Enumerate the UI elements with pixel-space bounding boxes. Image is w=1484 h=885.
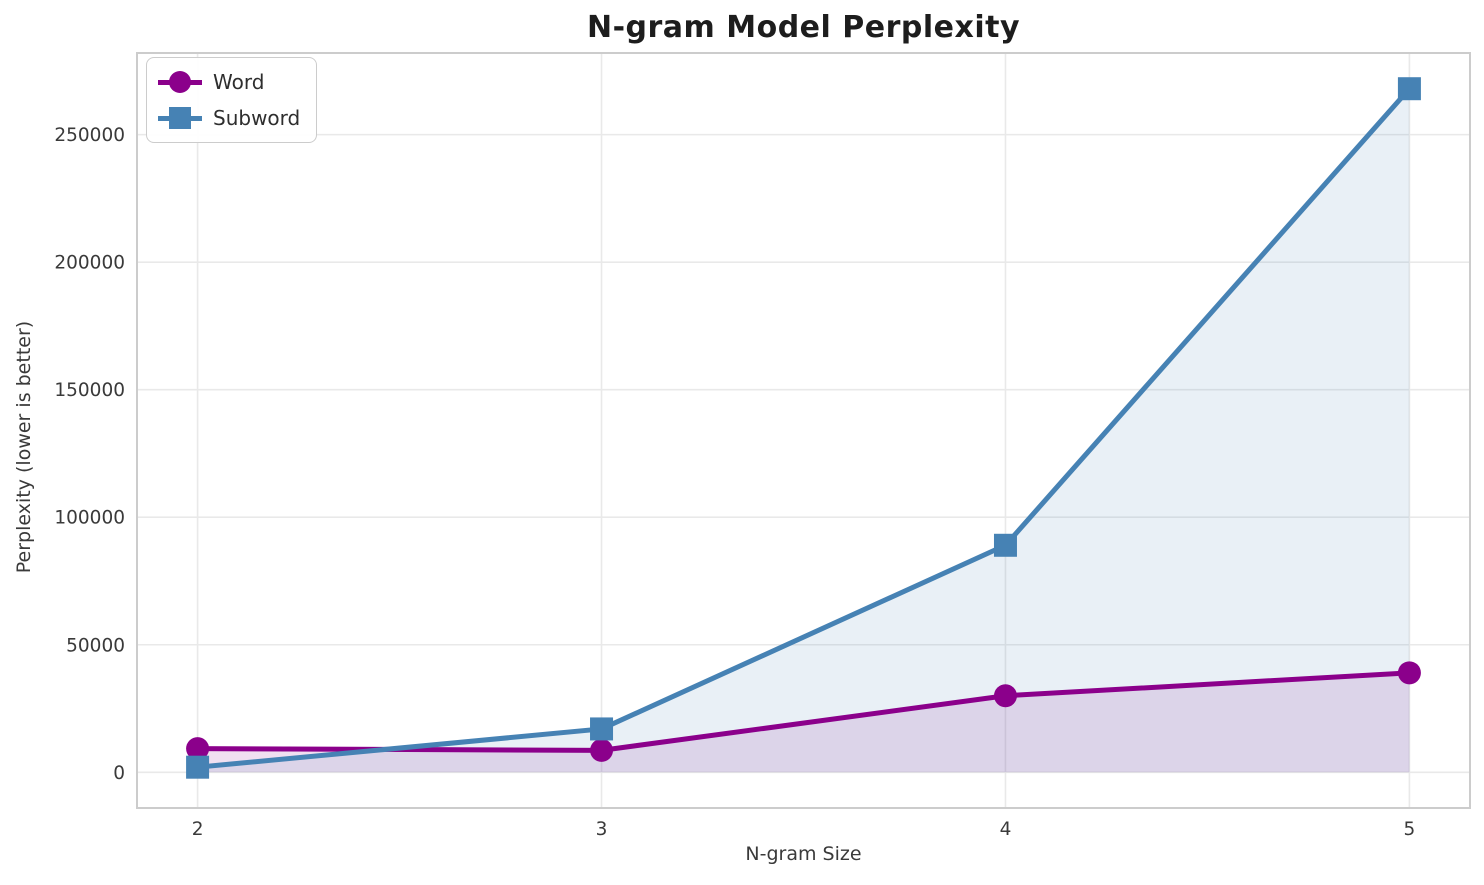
x-tick-label: 2 xyxy=(192,819,204,840)
y-tick-label: 250000 xyxy=(54,125,125,146)
x-tick-label: 5 xyxy=(1404,819,1416,840)
word-data-point-marker xyxy=(993,684,1017,708)
word-data-point-marker xyxy=(590,738,614,762)
word-data-point-marker xyxy=(1397,661,1421,685)
legend-item-word: Word xyxy=(158,67,300,97)
subword-data-point-marker xyxy=(590,717,614,741)
word-data-point-marker xyxy=(186,737,210,761)
x-axis-label: N-gram Size xyxy=(745,843,862,865)
y-tick-label: 50000 xyxy=(66,635,125,656)
y-tick-label: 200000 xyxy=(54,253,125,274)
word-area-fill xyxy=(197,672,1410,773)
subword-area-fill xyxy=(197,88,1410,773)
subword-data-point-marker xyxy=(1397,77,1421,101)
subword-square-marker-icon xyxy=(169,107,191,129)
x-tick-label: 3 xyxy=(596,819,608,840)
y-tick-label: 150000 xyxy=(54,380,125,401)
subword-data-point-marker xyxy=(186,755,210,779)
y-tick-label: 100000 xyxy=(54,508,125,529)
plot-border xyxy=(136,52,1471,809)
chart-title: N-gram Model Perplexity xyxy=(586,10,1021,45)
legend: Word Subword xyxy=(146,57,318,143)
legend-label-subword: Subword xyxy=(213,106,301,130)
y-tick-label: 0 xyxy=(113,763,125,784)
x-tick-label: 4 xyxy=(1000,819,1012,840)
subword-series-line xyxy=(195,86,1412,770)
legend-label-word: Word xyxy=(213,70,265,94)
legend-item-subword: Subword xyxy=(158,103,300,133)
subword-series-swatch xyxy=(158,105,202,131)
word-circle-marker-icon xyxy=(169,71,191,93)
subword-data-point-marker xyxy=(993,533,1017,557)
word-series-swatch xyxy=(158,69,202,95)
